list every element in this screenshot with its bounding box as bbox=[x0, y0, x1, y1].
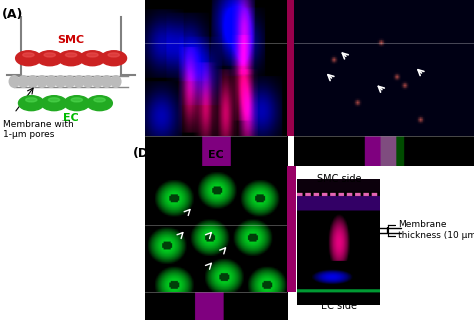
Ellipse shape bbox=[58, 51, 84, 66]
Circle shape bbox=[9, 76, 19, 87]
Text: EC: EC bbox=[63, 113, 79, 123]
Ellipse shape bbox=[37, 51, 63, 66]
Ellipse shape bbox=[23, 53, 34, 57]
Circle shape bbox=[111, 76, 121, 87]
Ellipse shape bbox=[65, 53, 77, 57]
Text: (A): (A) bbox=[1, 8, 23, 21]
Text: EC side: EC side bbox=[321, 301, 357, 311]
Ellipse shape bbox=[18, 96, 44, 111]
Ellipse shape bbox=[44, 53, 55, 57]
Ellipse shape bbox=[80, 51, 105, 66]
Circle shape bbox=[18, 76, 28, 87]
Circle shape bbox=[27, 76, 37, 87]
Ellipse shape bbox=[48, 98, 60, 102]
Ellipse shape bbox=[26, 98, 37, 102]
Ellipse shape bbox=[64, 96, 90, 111]
Circle shape bbox=[74, 76, 84, 87]
Text: Membrane
thickness (10 μm]: Membrane thickness (10 μm] bbox=[398, 220, 474, 240]
Ellipse shape bbox=[94, 98, 105, 102]
Circle shape bbox=[101, 76, 111, 87]
Text: (D): (D) bbox=[133, 147, 155, 160]
Circle shape bbox=[37, 76, 47, 87]
Ellipse shape bbox=[41, 96, 67, 111]
Ellipse shape bbox=[16, 51, 41, 66]
Circle shape bbox=[83, 76, 93, 87]
Ellipse shape bbox=[101, 51, 127, 66]
Text: Membrane with
1-μm pores: Membrane with 1-μm pores bbox=[3, 120, 73, 139]
Circle shape bbox=[46, 76, 56, 87]
Circle shape bbox=[55, 76, 65, 87]
Circle shape bbox=[92, 76, 102, 87]
Text: SMC: SMC bbox=[57, 35, 85, 45]
Ellipse shape bbox=[87, 96, 112, 111]
Text: EC: EC bbox=[208, 150, 224, 160]
Text: (E): (E) bbox=[294, 147, 314, 160]
Ellipse shape bbox=[108, 53, 119, 57]
Ellipse shape bbox=[87, 53, 98, 57]
Text: SMC side: SMC side bbox=[317, 174, 361, 184]
Circle shape bbox=[64, 76, 75, 87]
Ellipse shape bbox=[71, 98, 82, 102]
